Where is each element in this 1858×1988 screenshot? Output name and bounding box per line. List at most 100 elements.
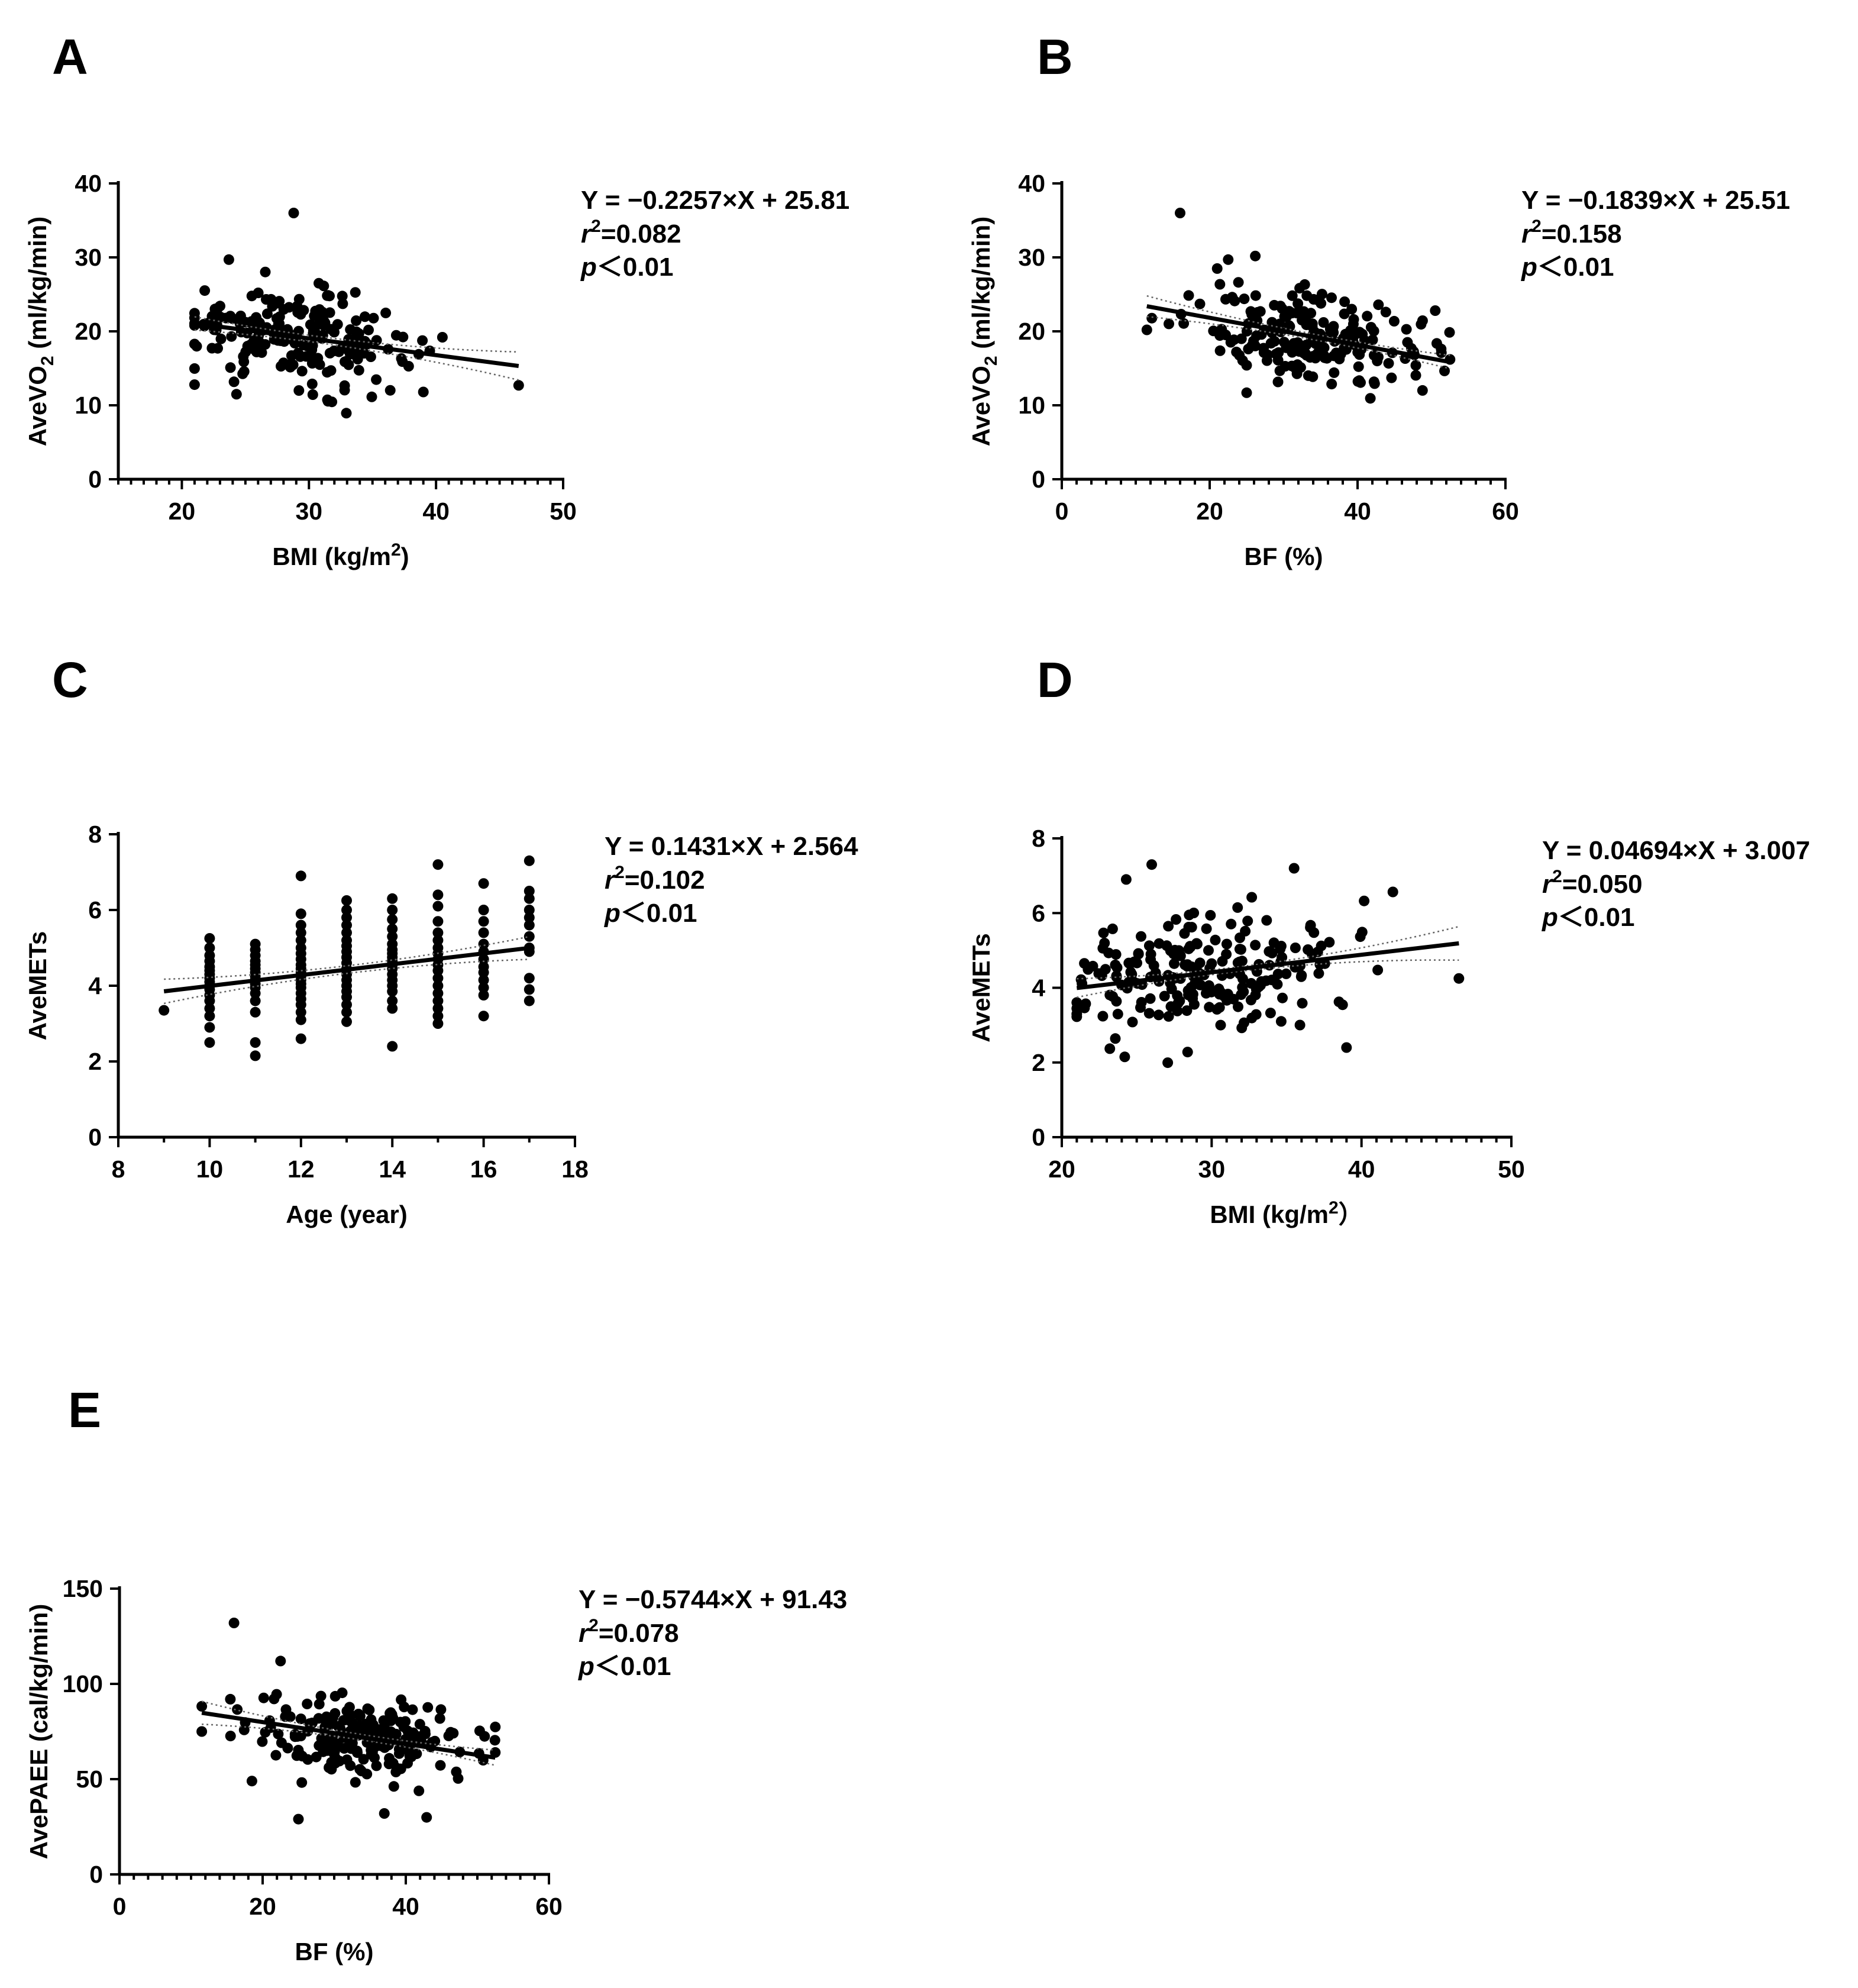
data-point [1365, 393, 1376, 404]
x-axis-title: BMI (kg/m2） [1210, 1198, 1363, 1228]
data-point [295, 309, 306, 320]
data-point [1171, 914, 1182, 925]
data-point [478, 961, 489, 972]
data-point [295, 935, 306, 946]
regression-equation: Y = 0.04694×X + 3.007 [1542, 836, 1810, 865]
data-point [1146, 312, 1158, 324]
data-point [1256, 329, 1267, 340]
data-point [524, 919, 535, 931]
data-point [1235, 944, 1246, 955]
data-point [383, 1758, 395, 1770]
y-tick-label: 10 [75, 392, 102, 419]
data-point [275, 1655, 286, 1667]
data-point [305, 319, 316, 330]
data-point [1272, 979, 1283, 990]
data-point [369, 1752, 380, 1763]
y-tick-label: 6 [88, 896, 102, 924]
data-point [258, 1692, 269, 1703]
data-point [1346, 304, 1358, 315]
data-point [238, 1724, 250, 1735]
data-point [278, 357, 289, 369]
data-point [1250, 984, 1262, 995]
data-point [478, 954, 489, 965]
x-tick-label: 0 [113, 1893, 127, 1920]
data-point [1211, 263, 1223, 274]
data-point [350, 287, 361, 298]
data-point [1250, 250, 1261, 262]
data-point [1245, 306, 1256, 317]
data-point [1373, 299, 1384, 311]
panel-d: D 0 2 4 6 8 20 30 40 50 BMI (kg/m2） AveMETs Y = 0.04… [967, 652, 1810, 1228]
data-point [1194, 957, 1206, 969]
data-point [432, 943, 444, 953]
data-point [524, 912, 535, 923]
x-tick-label: 50 [1498, 1156, 1525, 1183]
data-point [1279, 361, 1291, 372]
data-point [378, 1715, 389, 1726]
data-point [1402, 337, 1413, 348]
data-point [325, 365, 337, 376]
data-point [363, 324, 374, 335]
data-point [432, 927, 444, 938]
data-point [1104, 989, 1116, 1001]
data-point [204, 1037, 215, 1048]
data-point [1313, 347, 1324, 358]
data-point [1201, 923, 1212, 934]
data-point [387, 924, 398, 934]
data-point [1340, 344, 1352, 355]
data-point [1368, 325, 1379, 337]
data-point [322, 1718, 334, 1729]
data-point [215, 333, 227, 344]
data-point [1169, 958, 1180, 969]
data-point [1112, 1008, 1123, 1019]
x-axis-title: Age (year) [286, 1200, 407, 1228]
data-point [1252, 315, 1263, 326]
data-point [254, 337, 265, 348]
data-point [363, 1719, 374, 1731]
y-tick-label: 20 [75, 318, 102, 345]
data-point [191, 341, 202, 352]
data-point [1185, 982, 1197, 993]
data-point [304, 1718, 315, 1729]
data-point [432, 1003, 444, 1014]
r-squared: r2=0.078 [579, 1616, 679, 1648]
y-axis-title: AvePAEE (cal/kg/min) [25, 1604, 53, 1860]
data-point [524, 995, 535, 1006]
x-tick-label: 20 [1196, 498, 1223, 525]
data-point [1079, 1002, 1090, 1014]
data-point [295, 919, 306, 931]
data-point [296, 1751, 308, 1762]
data-point [1258, 347, 1269, 358]
data-point [1353, 361, 1364, 372]
data-point [306, 358, 318, 369]
data-point [251, 346, 262, 357]
data-point [1339, 296, 1350, 307]
data-point [341, 1016, 352, 1027]
data-point [215, 301, 225, 312]
y-axis-title: AveVO2 (ml/kg/min) [967, 217, 1001, 447]
data-point [228, 1618, 240, 1628]
r-squared: r2=0.102 [605, 863, 705, 895]
data-point [295, 870, 306, 882]
x-tick-label: 60 [535, 1893, 563, 1920]
data-point [1297, 998, 1308, 1009]
data-point [329, 1757, 341, 1768]
data-point [1179, 928, 1190, 939]
y-tick-label: 8 [1032, 825, 1045, 852]
data-point [1348, 314, 1359, 325]
data-point [478, 974, 489, 986]
data-point [337, 298, 348, 309]
data-point [432, 859, 444, 870]
data-point [300, 351, 312, 362]
data-point [1329, 367, 1340, 378]
data-point [231, 389, 242, 400]
data-point [1188, 999, 1200, 1010]
data-point [1107, 923, 1118, 934]
data-point [1163, 1011, 1174, 1022]
data-point [478, 878, 489, 889]
data-point [1071, 1008, 1083, 1019]
x-axis-title: BF (%) [1245, 543, 1323, 570]
data-point [379, 1808, 390, 1819]
r-squared: r2=0.082 [581, 217, 681, 248]
data-point [1097, 1011, 1109, 1022]
